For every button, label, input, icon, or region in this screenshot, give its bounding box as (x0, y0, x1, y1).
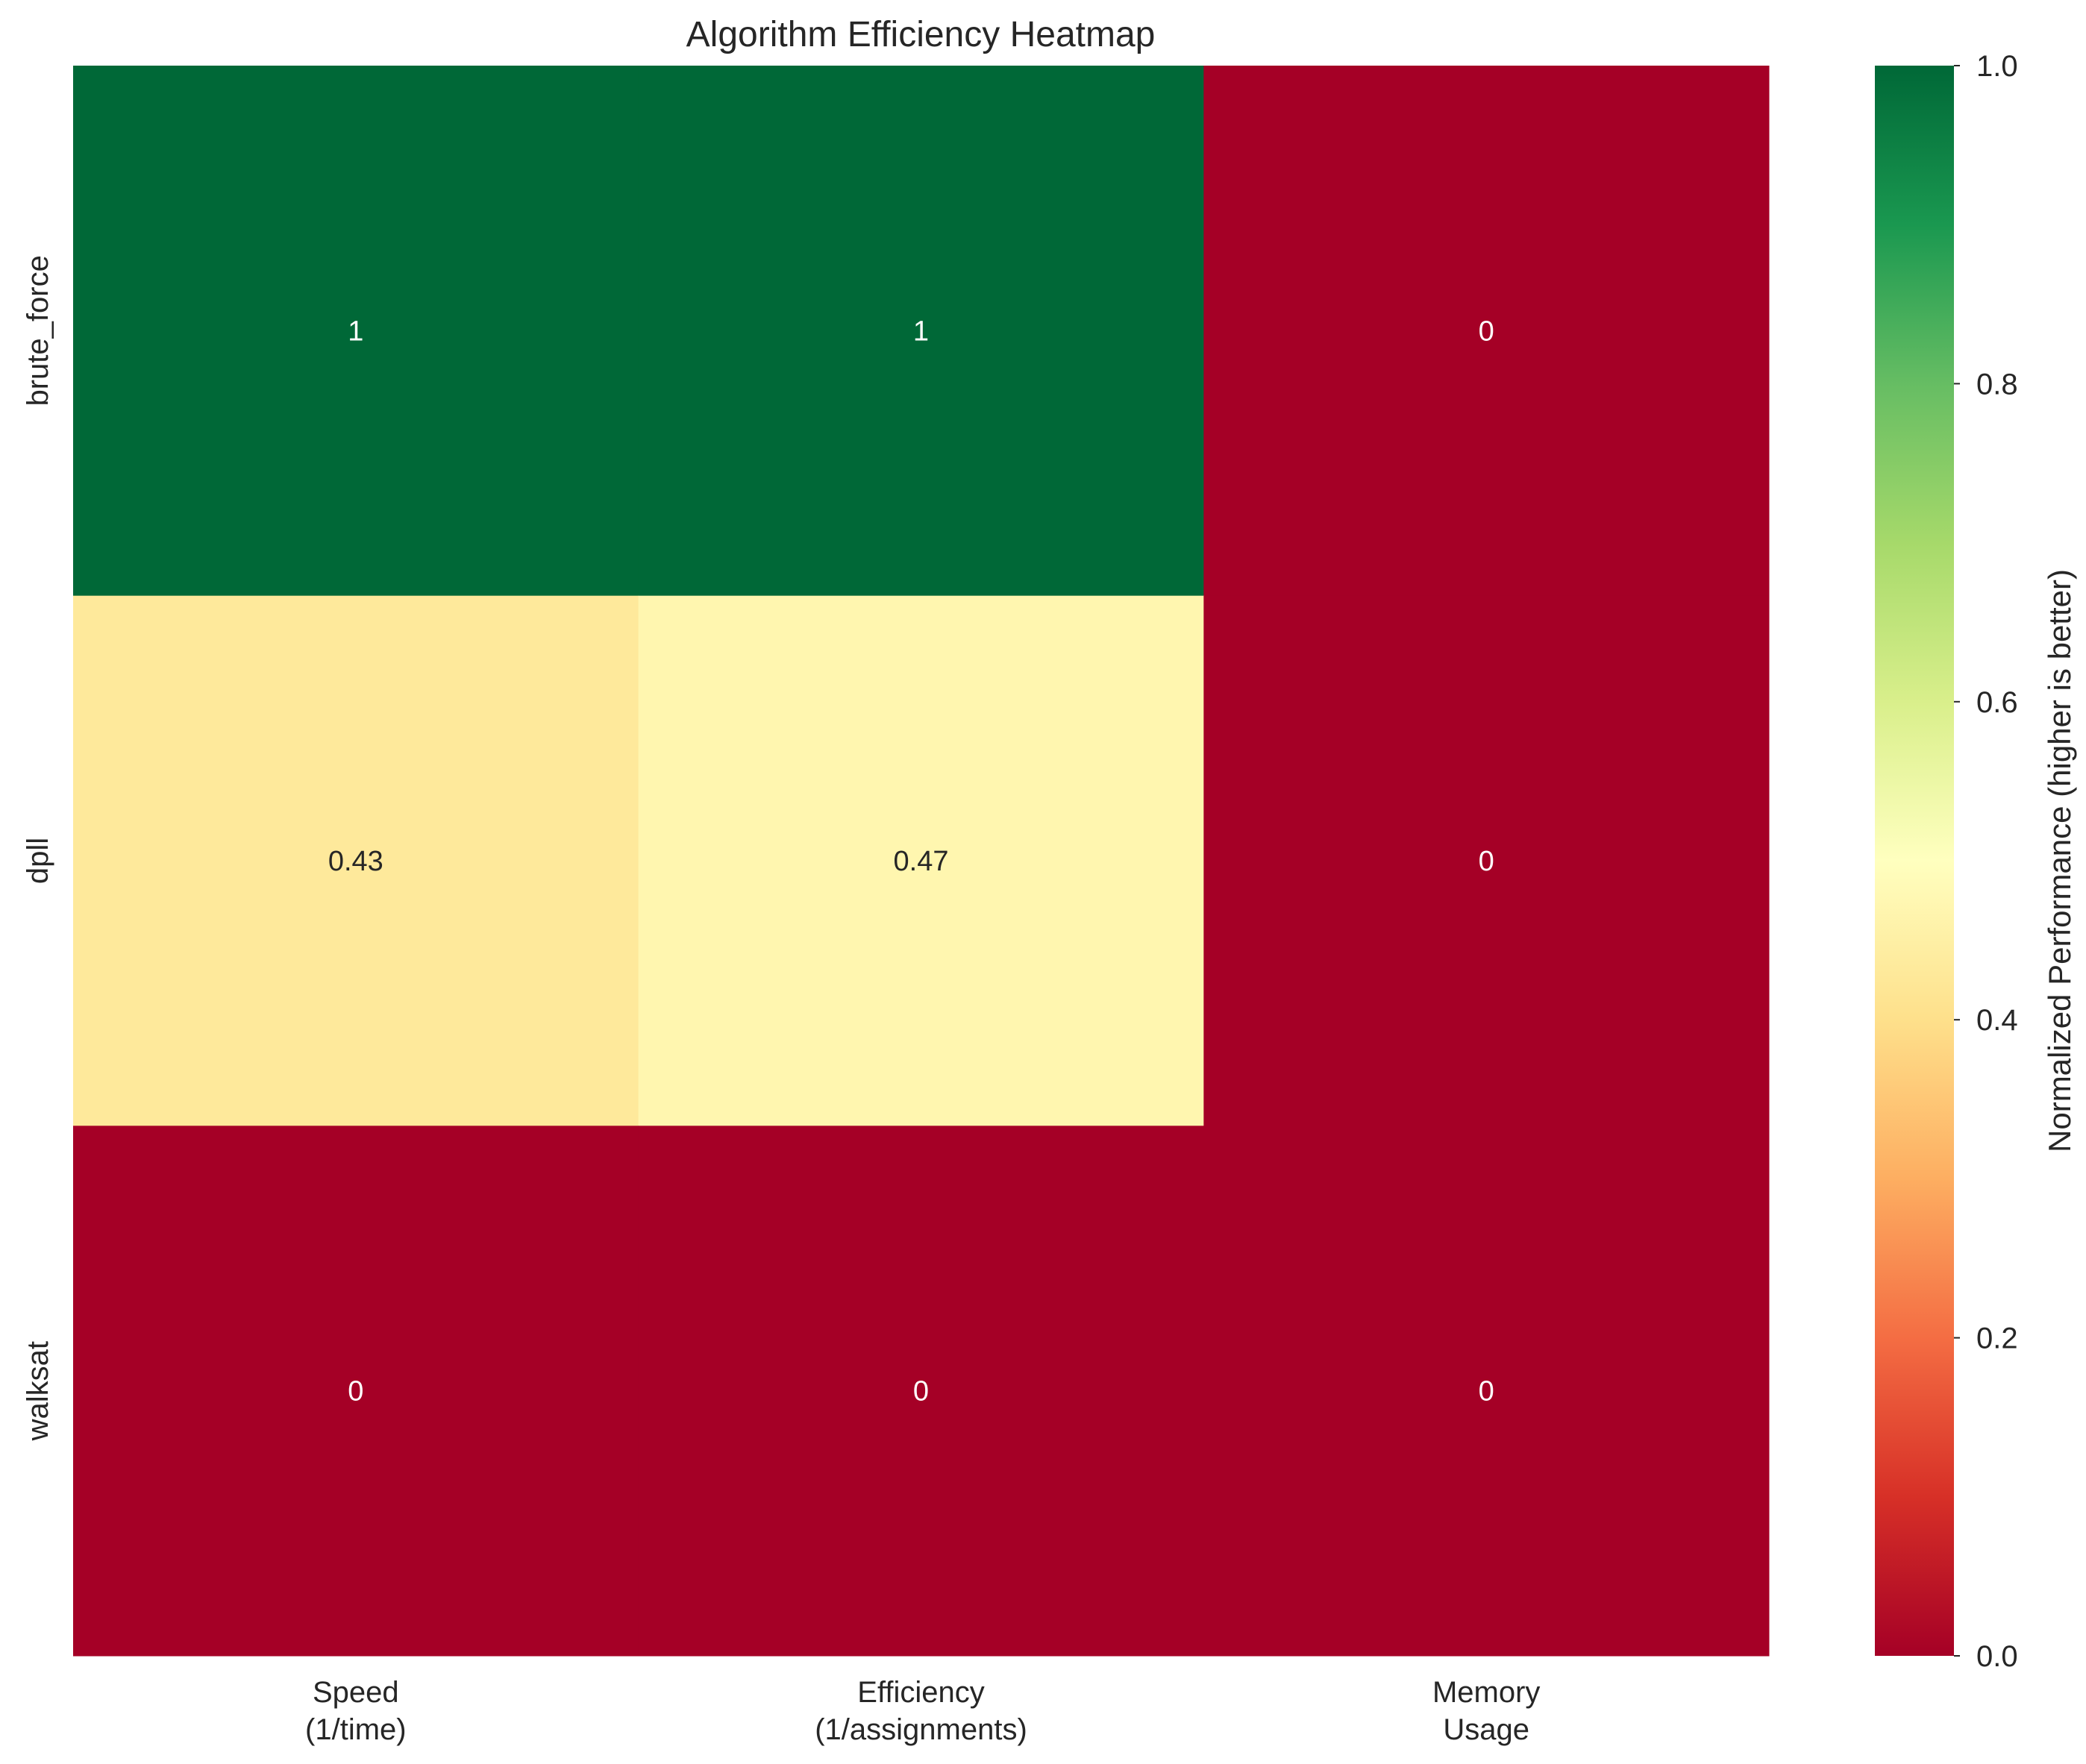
cell-annotation: 1 (913, 316, 929, 347)
colorbar-tick-label: 0.0 (1976, 1640, 2018, 1673)
column-label: (1/assignments) (815, 1713, 1027, 1746)
column-label: Memory (1432, 1676, 1540, 1709)
colorbar (1875, 66, 1954, 1656)
colorbar-label: Normalized Performance (higher is better… (2042, 569, 2077, 1152)
cell-annotation: 0 (1479, 1376, 1494, 1407)
row-label: dpll (22, 838, 54, 884)
cell-annotation: 0.43 (328, 846, 383, 877)
cell-annotation: 0 (348, 1376, 363, 1407)
colorbar-tick-label: 0.8 (1976, 368, 2018, 401)
heatmap-cell (1203, 66, 1770, 597)
row-label: brute_force (22, 255, 54, 406)
cell-annotation: 1 (348, 316, 363, 347)
column-label: (1/time) (305, 1713, 407, 1746)
row-label: walksat (22, 1341, 54, 1441)
heatmap-cell (1203, 1126, 1770, 1657)
cell-annotations: 1 1 0 0.43 0.47 0 0 0 0 (328, 316, 1494, 1407)
colorbar-ticks: 0.0 0.2 0.4 0.6 0.8 1.0 (1954, 50, 2018, 1673)
cell-annotation: 0 (1479, 316, 1494, 347)
heatmap-cell (73, 595, 639, 1126)
heatmap-cell (73, 1126, 639, 1657)
colorbar-tick-label: 0.4 (1976, 1004, 2018, 1037)
column-label: Usage (1443, 1713, 1529, 1746)
colorbar-tick-label: 1.0 (1976, 50, 2018, 83)
column-tick-labels: Speed (1/time) Efficiency (1/assignments) Me… (305, 1676, 1540, 1746)
colorbar-tick-label: 0.2 (1976, 1322, 2018, 1355)
heatmap-cell (638, 595, 1204, 1126)
heatmap-cell (638, 1126, 1204, 1657)
chart-title: Algorithm Efficiency Heatmap (686, 15, 1156, 54)
heatmap-cells (73, 66, 1770, 1657)
cell-annotation: 0 (913, 1376, 929, 1407)
cell-annotation: 0 (1479, 846, 1494, 877)
column-label: Efficiency (857, 1676, 984, 1709)
column-label: Speed (313, 1676, 399, 1709)
colorbar-tick-label: 0.6 (1976, 686, 2018, 719)
heatmap-cell (73, 66, 639, 597)
cell-annotation: 0.47 (894, 846, 949, 877)
heatmap-cell (638, 66, 1204, 597)
heatmap-cell (1203, 595, 1770, 1126)
